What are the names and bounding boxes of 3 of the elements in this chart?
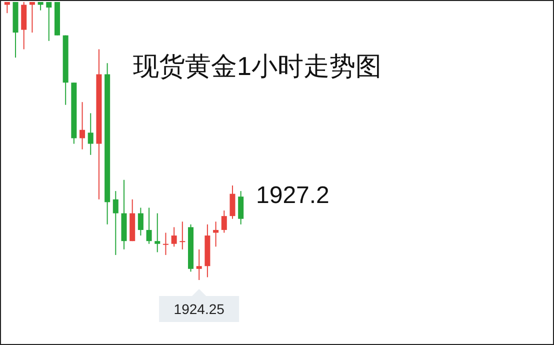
low-label: 1924.25 [159,289,240,322]
text: 1927.2 [256,182,330,209]
text: 现货黄金1小时走势图 [133,51,382,81]
